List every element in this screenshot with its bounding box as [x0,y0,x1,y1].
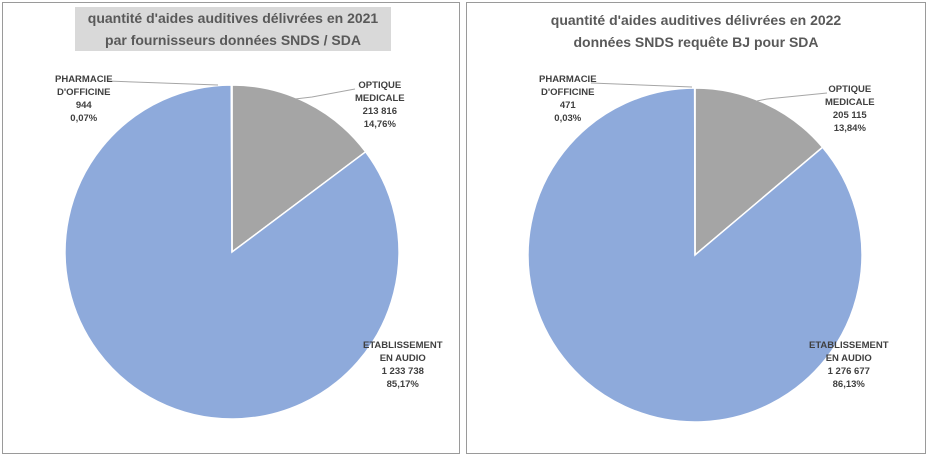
slice-value: 1 276 677 [827,366,870,377]
slice-percent: 0,03% [554,113,582,124]
slice-name-line: D'OFFICINE [541,87,595,98]
title-line-1: quantité d'aides auditives délivrées en … [87,10,379,26]
slice-value: 213 816 [362,106,397,117]
title-line-1: quantité d'aides auditives délivrées en … [550,12,842,28]
slice-percent: 85,17% [386,379,419,390]
slice-name-line: MEDICALE [355,93,405,104]
slice-value: 1 233 738 [381,366,424,377]
label-optique: OPTIQUE MEDICALE 205 115 13,84% [825,83,875,135]
title-line-2: données SNDS requête BJ pour SDA [573,34,819,50]
slice-percent: 86,13% [832,379,865,390]
slice-name-line: ETABLISSEMENT [809,340,889,351]
slice-name-line: EN AUDIO [379,353,426,364]
label-pharmacie: PHARMACIE D'OFFICINE 944 0,07% [55,73,113,125]
label-pharmacie: PHARMACIE D'OFFICINE 471 0,03% [539,73,597,125]
pie-chart [64,80,400,420]
chart-title: quantité d'aides auditives délivrées en … [75,7,391,51]
slice-name-line: OPTIQUE [828,84,872,95]
slice-name-line: PHARMACIE [539,74,597,85]
chart-title: quantité d'aides auditives délivrées en … [517,9,875,53]
pie-slice-2 [230,84,233,253]
chart-panel-2021: quantité d'aides auditives délivrées en … [2,2,460,454]
slice-name-line: PHARMACIE [55,74,113,85]
label-etablissement: ETABLISSEMENT EN AUDIO 1 233 738 85,17% [363,339,443,391]
slice-value: 471 [559,100,576,111]
leader-line-0 [294,88,356,100]
pie-slice-1 [64,84,400,420]
slice-name-line: OPTIQUE [358,80,402,91]
slice-value: 944 [75,100,92,111]
label-optique: OPTIQUE MEDICALE 213 816 14,76% [355,79,405,131]
title-line-2: par fournisseurs données SNDS / SDA [105,32,361,48]
slice-name-line: MEDICALE [825,97,875,108]
slice-percent: 0,07% [70,113,98,124]
label-etablissement: ETABLISSEMENT EN AUDIO 1 276 677 86,13% [809,339,889,391]
slice-name-line: EN AUDIO [825,353,872,364]
slice-name-line: D'OFFICINE [57,87,111,98]
chart-panel-2022: quantité d'aides auditives délivrées en … [466,2,926,454]
slice-name-line: ETABLISSEMENT [363,340,443,351]
slice-value: 205 115 [832,110,867,121]
leader-line-1 [106,80,219,86]
slice-percent: 13,84% [833,123,866,134]
leader-line-1 [590,82,693,88]
pie-chart [527,82,863,423]
pie-slice-0 [694,87,824,257]
leader-line-0 [756,92,828,102]
pie-slice-0 [231,84,367,254]
slice-percent: 14,76% [363,119,396,130]
